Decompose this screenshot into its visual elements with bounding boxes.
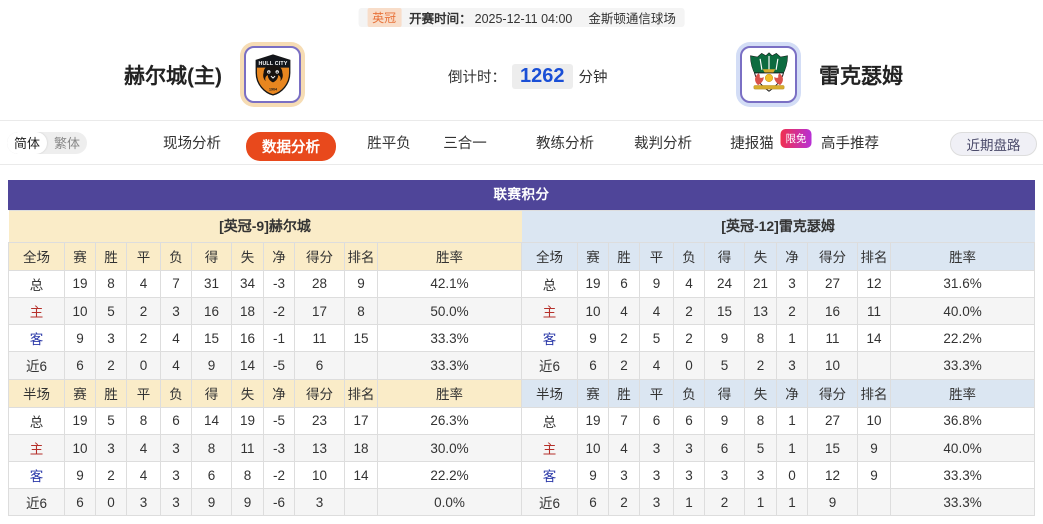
svg-text:1904: 1904 bbox=[269, 87, 277, 91]
